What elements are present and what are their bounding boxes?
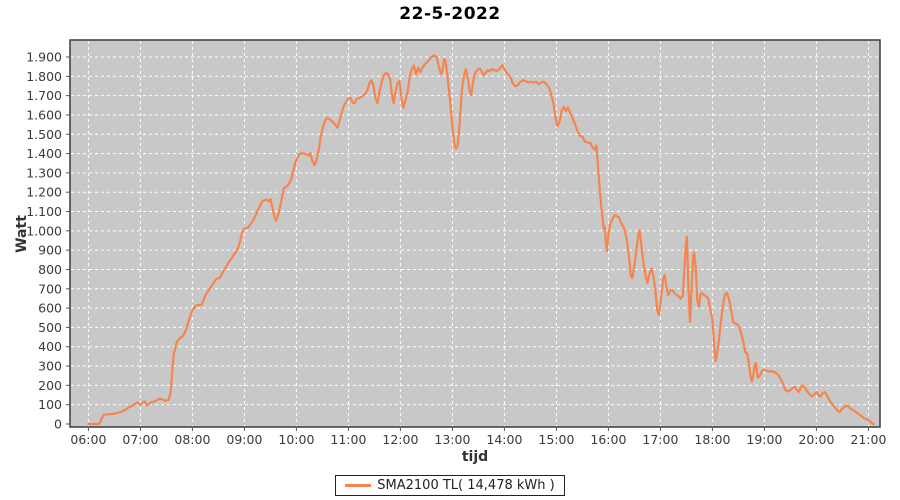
x-tick-label: 06:00 bbox=[70, 432, 106, 447]
y-tick-label: 600 bbox=[38, 301, 62, 316]
x-axis-title: tijd bbox=[461, 449, 489, 465]
x-tick-label: 11:00 bbox=[330, 432, 366, 447]
series-line bbox=[87, 54, 875, 426]
y-tick-label: 800 bbox=[38, 262, 62, 277]
x-tick-label: 08:00 bbox=[174, 432, 210, 447]
plot-background bbox=[70, 40, 880, 427]
x-tick-label: 14:00 bbox=[486, 432, 522, 447]
x-tick-label: 13:00 bbox=[434, 432, 470, 447]
y-tick-label: 1.100 bbox=[26, 204, 62, 219]
x-tick-label: 07:00 bbox=[122, 432, 158, 447]
x-tick-label: 19:00 bbox=[746, 432, 782, 447]
legend-box: SMA2100 TL( 14,478 kWh ) bbox=[335, 475, 565, 496]
y-tick-label: 400 bbox=[38, 339, 62, 354]
x-tick-label: 15:00 bbox=[538, 432, 574, 447]
y-tick-label: 500 bbox=[38, 320, 62, 335]
y-axis-title: Watt bbox=[14, 215, 30, 253]
y-tick-label: 1.700 bbox=[26, 88, 62, 103]
legend: SMA2100 TL( 14,478 kWh ) bbox=[0, 475, 900, 496]
y-tick-label: 700 bbox=[38, 281, 62, 296]
plot-border bbox=[69, 39, 881, 428]
x-tick-label: 17:00 bbox=[642, 432, 678, 447]
y-tick-label: 1.600 bbox=[26, 107, 62, 122]
y-tick-label: 1.400 bbox=[26, 146, 62, 161]
x-tick-label: 09:00 bbox=[226, 432, 262, 447]
y-tick-label: 0 bbox=[54, 417, 62, 432]
y-tick-label: 1.800 bbox=[26, 69, 62, 84]
legend-line-swatch bbox=[345, 484, 372, 487]
y-tick-label: 1.500 bbox=[26, 127, 62, 142]
y-tick-label: 100 bbox=[38, 397, 62, 412]
x-tick-label: 16:00 bbox=[590, 432, 626, 447]
x-tick-label: 10:00 bbox=[278, 432, 314, 447]
y-tick-label: 200 bbox=[38, 378, 62, 393]
y-tick-label: 1.000 bbox=[26, 223, 62, 238]
y-tick-label: 300 bbox=[38, 359, 62, 374]
chart-title: 22-5-2022 bbox=[399, 4, 501, 24]
x-tick-label: 21:00 bbox=[850, 432, 886, 447]
x-tick-label: 18:00 bbox=[694, 432, 730, 447]
x-tick-label: 12:00 bbox=[382, 432, 418, 447]
y-tick-label: 1.200 bbox=[26, 185, 62, 200]
y-tick-label: 1.900 bbox=[26, 49, 62, 64]
x-tick-label: 20:00 bbox=[798, 432, 834, 447]
y-tick-label: 900 bbox=[38, 243, 62, 258]
y-tick-label: 1.300 bbox=[26, 165, 62, 180]
legend-series-label: SMA2100 TL( 14,478 kWh ) bbox=[377, 478, 555, 493]
